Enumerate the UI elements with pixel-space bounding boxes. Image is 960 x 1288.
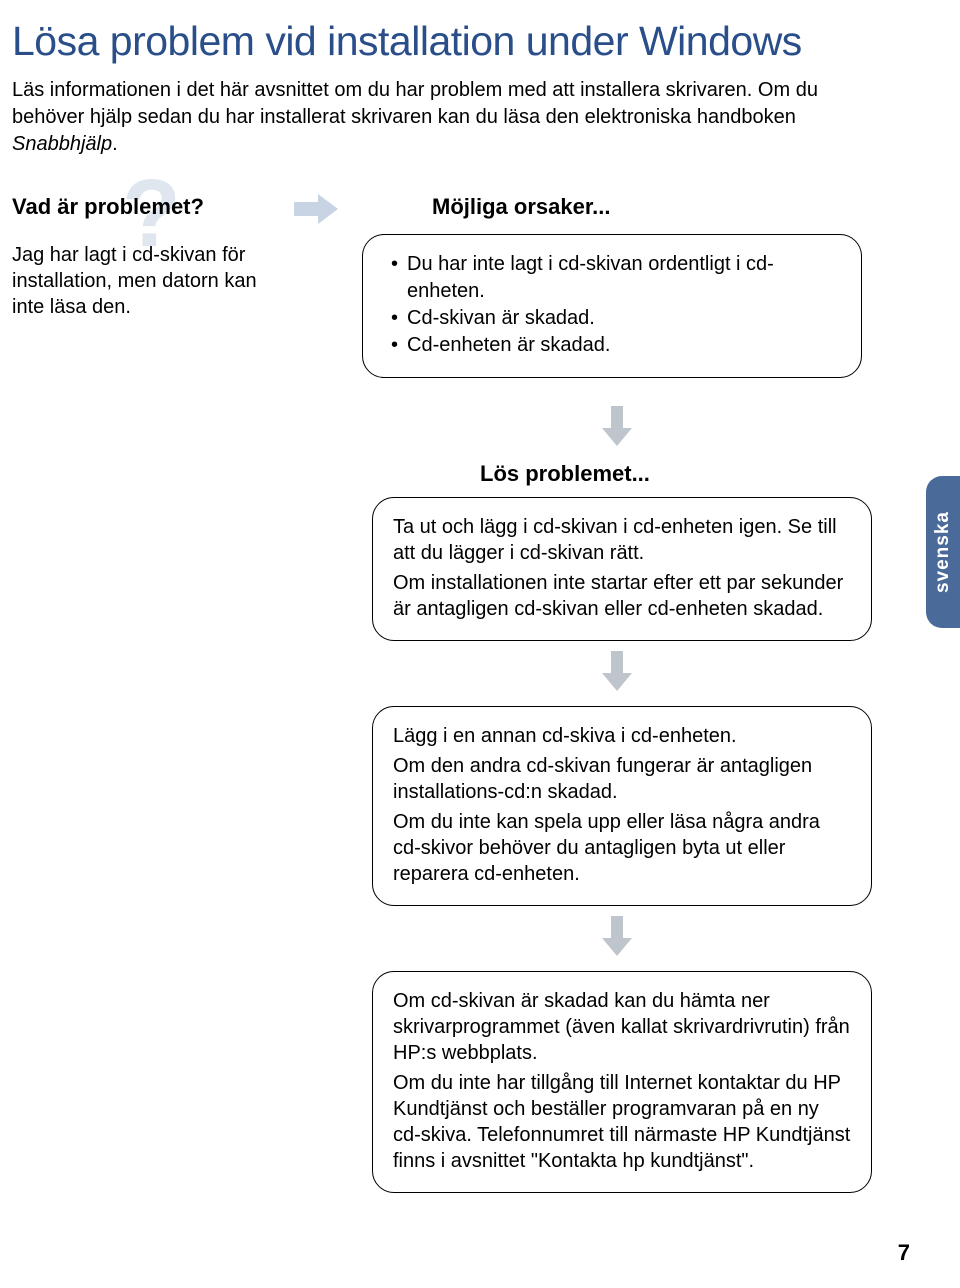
- causes-box: Du har inte lagt i cd-skivan ordentligt …: [362, 234, 862, 378]
- causes-heading: Möjliga orsaker...: [432, 194, 892, 220]
- solve-box-1: Ta ut och lägg i cd-skivan i cd-enheten …: [372, 497, 872, 641]
- solve-text: Om installationen inte startar efter ett…: [393, 570, 851, 622]
- solution-section: Lös problemet... Ta ut och lägg i cd-ski…: [362, 406, 872, 1193]
- cause-item: Du har inte lagt i cd-skivan ordentligt …: [391, 251, 841, 305]
- problem-heading: Vad är problemet?: [12, 194, 352, 220]
- language-tab: svenska: [926, 476, 960, 628]
- solve-text: Om du inte kan spela upp eller läsa någr…: [393, 809, 851, 887]
- intro-italic: Snabbhjälp: [12, 133, 112, 155]
- cause-item: Cd-skivan är skadad.: [391, 305, 841, 332]
- solve-box-2: Lägg i en annan cd-skiva i cd-enheten. O…: [372, 706, 872, 906]
- solve-text: Om den andra cd-skivan fungerar är antag…: [393, 753, 851, 805]
- intro-text-2: .: [112, 133, 118, 155]
- page-title: Lösa problem vid installation under Wind…: [12, 18, 914, 65]
- solve-box-3: Om cd-skivan är skadad kan du hämta ner …: [372, 971, 872, 1193]
- solve-text: Om cd-skivan är skadad kan du hämta ner …: [393, 988, 851, 1066]
- page-number: 7: [898, 1240, 910, 1266]
- solve-heading: Lös problemet...: [480, 461, 872, 487]
- language-label: svenska: [932, 511, 954, 593]
- arrow-down-icon: [362, 916, 872, 961]
- arrow-down-icon: [362, 651, 872, 696]
- intro-paragraph: Läs informationen i det här avsnittet om…: [12, 77, 892, 158]
- intro-text-1: Läs informationen i det här avsnittet om…: [12, 79, 818, 128]
- solve-text: Ta ut och lägg i cd-skivan i cd-enheten …: [393, 514, 851, 566]
- solve-text: Om du inte har tillgång till Internet ko…: [393, 1070, 851, 1174]
- arrow-down-icon: [362, 406, 872, 451]
- solve-text: Lägg i en annan cd-skiva i cd-enheten.: [393, 723, 851, 749]
- causes-column: Möjliga orsaker... Du har inte lagt i cd…: [352, 194, 892, 378]
- cause-item: Cd-enheten är skadad.: [391, 332, 841, 359]
